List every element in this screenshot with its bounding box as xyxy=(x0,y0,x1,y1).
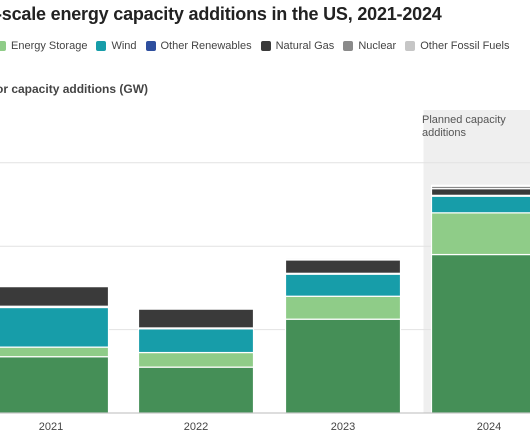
legend-label: Other Fossil Fuels xyxy=(420,40,510,52)
legend-label: Nuclear xyxy=(358,40,397,52)
x-tick-label: 2023 xyxy=(331,421,355,433)
bar-natural-gas-2024 xyxy=(430,188,530,196)
bar-wind-2024 xyxy=(430,195,530,214)
planned-capacity-annotation: Planned capacity additions xyxy=(422,114,506,139)
legend-label: Energy Storage xyxy=(11,40,88,52)
legend-item-natural-gas[interactable]: Natural Gas xyxy=(260,40,335,52)
legend-label: Other Renewables xyxy=(160,40,252,52)
bar-energy-storage-2022 xyxy=(137,351,255,368)
x-tick-label: 2022 xyxy=(184,421,208,433)
legend: Energy Storage Wind Other Renewables Nat… xyxy=(0,40,518,52)
bar-energy-storage-2021 xyxy=(0,346,110,358)
bar-solar-2023 xyxy=(284,318,402,414)
legend-swatch xyxy=(405,41,416,51)
chart-title: -scale energy capacity additions in the … xyxy=(0,4,442,24)
bar-natural-gas-2021 xyxy=(0,286,110,307)
bar-natural-gas-2023 xyxy=(284,259,402,274)
x-tick-label: 2021 xyxy=(39,421,63,433)
legend-item-wind[interactable]: Wind xyxy=(96,40,137,52)
legend-swatch xyxy=(96,41,107,51)
bar-energy-storage-2024 xyxy=(430,212,530,256)
bar-solar-2024 xyxy=(430,253,530,414)
legend-item-energy-storage[interactable]: Energy Storage xyxy=(0,40,87,52)
legend-swatch xyxy=(343,41,354,51)
legend-swatch xyxy=(145,41,156,51)
bar-energy-storage-2023 xyxy=(284,295,402,320)
y-axis-label: or capacity additions (GW) xyxy=(0,82,149,96)
x-tick-label: 2024 xyxy=(477,421,501,433)
bar-solar-2021 xyxy=(0,356,110,414)
bar-solar-2022 xyxy=(137,366,255,414)
legend-item-other-fossil-fuels[interactable]: Other Fossil Fuels xyxy=(405,40,509,52)
legend-swatch xyxy=(0,41,6,51)
legend-item-nuclear[interactable]: Nuclear xyxy=(343,40,396,52)
bar-wind-2021 xyxy=(0,306,110,348)
bar-natural-gas-2022 xyxy=(137,308,255,329)
bar-wind-2023 xyxy=(284,273,402,297)
bar-other-fossil-fuels-2023 xyxy=(284,257,402,260)
legend-label: Wind xyxy=(111,40,137,52)
legend-swatch xyxy=(260,41,271,51)
bar-other-fossil-fuels-2024 xyxy=(430,184,530,187)
legend-item-other-renewables[interactable]: Other Renewables xyxy=(145,40,252,52)
legend-label: Natural Gas xyxy=(275,40,335,52)
bar-wind-2022 xyxy=(137,328,255,354)
